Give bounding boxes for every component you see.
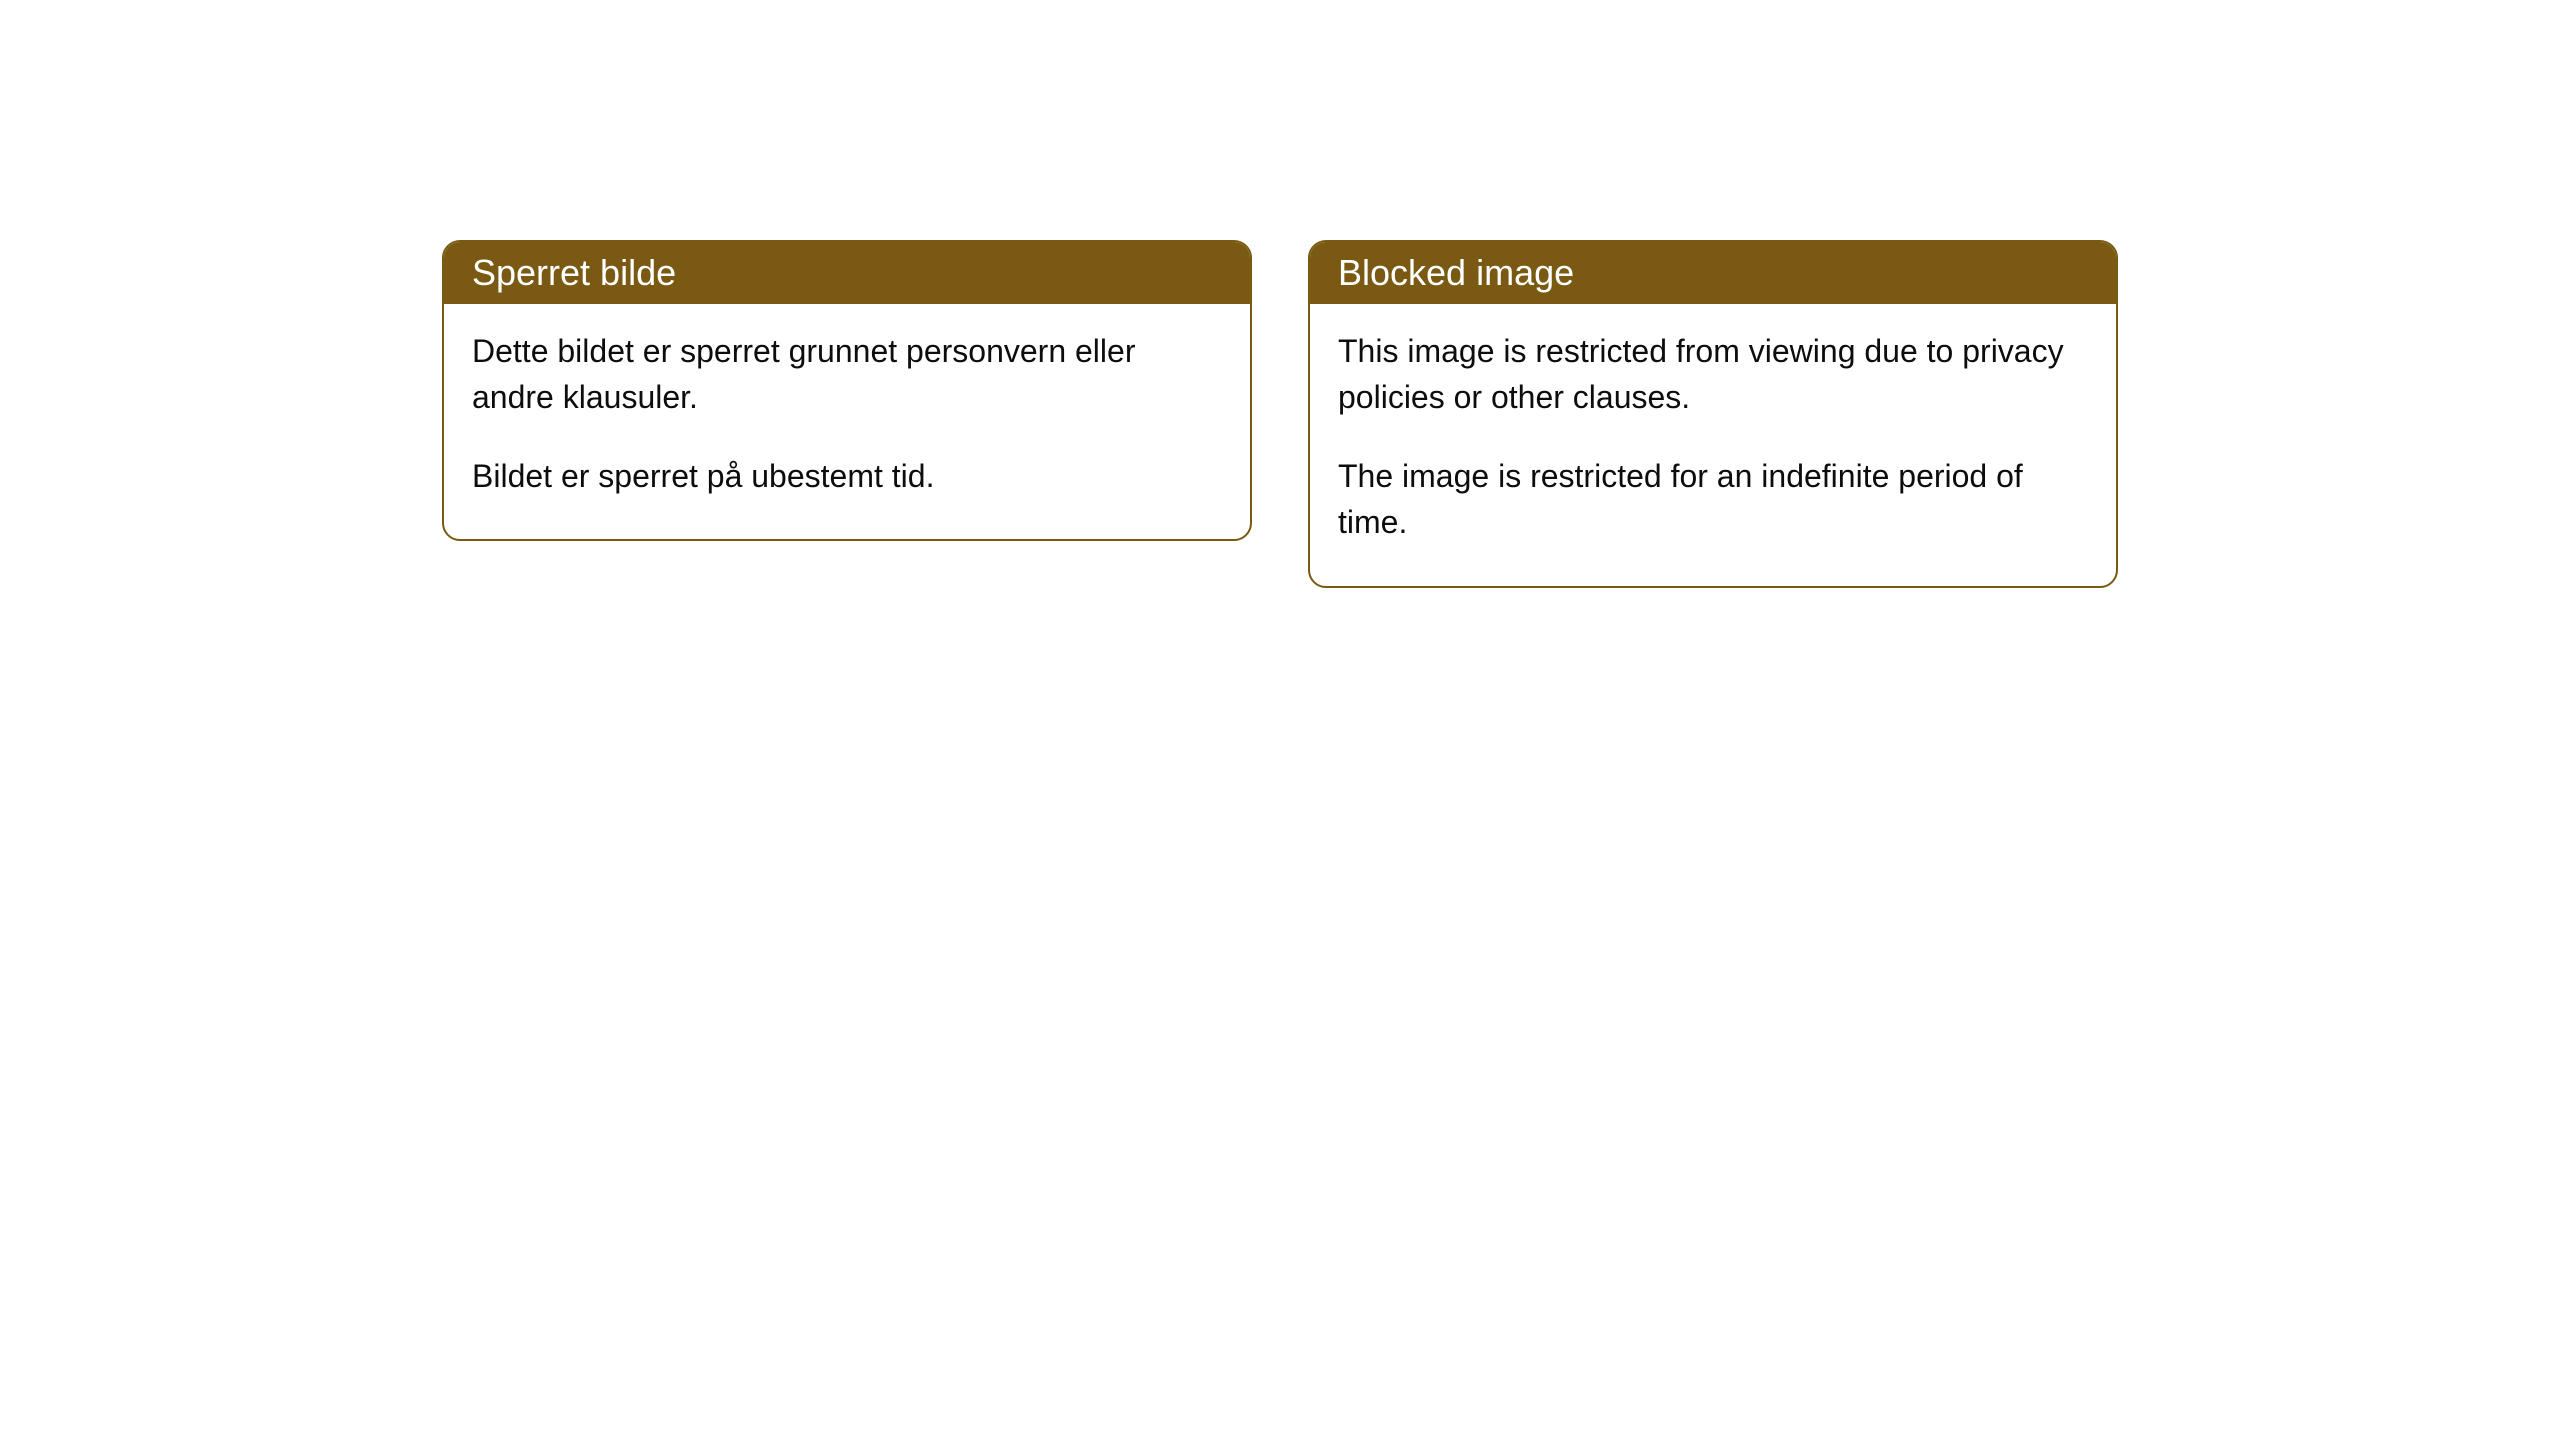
notice-body: This image is restricted from viewing du… bbox=[1310, 304, 2116, 586]
notice-title: Sperret bilde bbox=[472, 252, 676, 293]
notice-title: Blocked image bbox=[1338, 252, 1574, 293]
notice-paragraph: This image is restricted from viewing du… bbox=[1338, 328, 2088, 421]
notice-paragraph: Dette bildet er sperret grunnet personve… bbox=[472, 328, 1222, 421]
notice-paragraph: Bildet er sperret på ubestemt tid. bbox=[472, 453, 1222, 499]
notice-card-norwegian: Sperret bilde Dette bildet er sperret gr… bbox=[442, 240, 1252, 541]
notice-header: Blocked image bbox=[1310, 242, 2116, 304]
notice-card-english: Blocked image This image is restricted f… bbox=[1308, 240, 2118, 588]
notice-body: Dette bildet er sperret grunnet personve… bbox=[444, 304, 1250, 539]
notice-paragraph: The image is restricted for an indefinit… bbox=[1338, 453, 2088, 546]
notice-header: Sperret bilde bbox=[444, 242, 1250, 304]
